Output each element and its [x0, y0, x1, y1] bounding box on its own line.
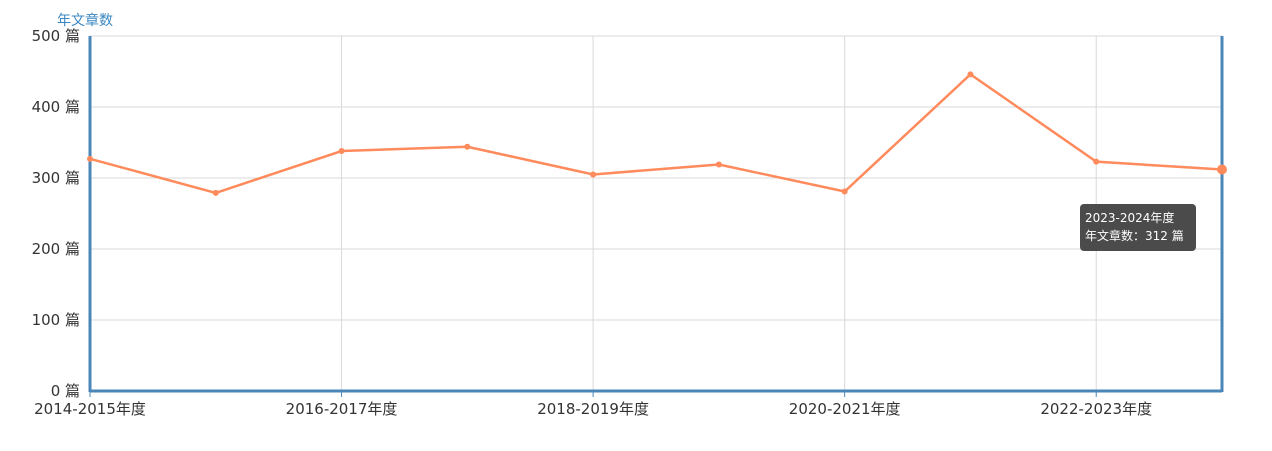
data-point: [87, 155, 93, 162]
x-tick-label: 2014-2015年度: [34, 400, 146, 418]
data-point: [464, 143, 471, 150]
y-tick-label: 200 篇: [32, 240, 80, 258]
series-layer: [87, 71, 1227, 196]
data-point: [590, 171, 597, 178]
data-point: [841, 188, 848, 195]
data-point: [967, 71, 974, 78]
tooltip-category: 2023-2024年度: [1085, 211, 1175, 225]
axis-layer: [88, 36, 1224, 397]
y-axis-title: 年文章数: [57, 12, 113, 29]
y-tick-label: 0 篇: [51, 382, 80, 400]
y-tick-label: 300 篇: [32, 169, 80, 187]
x-tick-label: 2022-2023年度: [1040, 400, 1152, 418]
data-tooltip: 2023-2024年度 年文章数：312 篇: [1080, 204, 1196, 251]
data-point: [1217, 164, 1227, 175]
y-tick-label: 400 篇: [32, 98, 80, 116]
series-line: [89, 72, 1223, 195]
data-point: [338, 148, 345, 155]
data-point: [1093, 158, 1100, 165]
y-tick-label: 100 篇: [32, 311, 80, 329]
x-tick-label: 2018-2019年度: [537, 400, 649, 418]
data-point: [212, 189, 219, 196]
y-tick-label: 500 篇: [32, 27, 80, 45]
tooltip-value: 年文章数：312 篇: [1085, 229, 1184, 243]
x-tick-label: 2016-2017年度: [286, 400, 398, 418]
x-tick-label: 2020-2021年度: [789, 400, 901, 418]
y-tick-labels: 0 篇 100 篇 200 篇 300 篇 400 篇 500 篇: [32, 27, 80, 400]
data-point: [715, 161, 722, 168]
grid-layer: [90, 35, 1222, 392]
x-tick-labels: 2014-2015年度 2016-2017年度 2018-2019年度 2020-20…: [34, 400, 1152, 418]
